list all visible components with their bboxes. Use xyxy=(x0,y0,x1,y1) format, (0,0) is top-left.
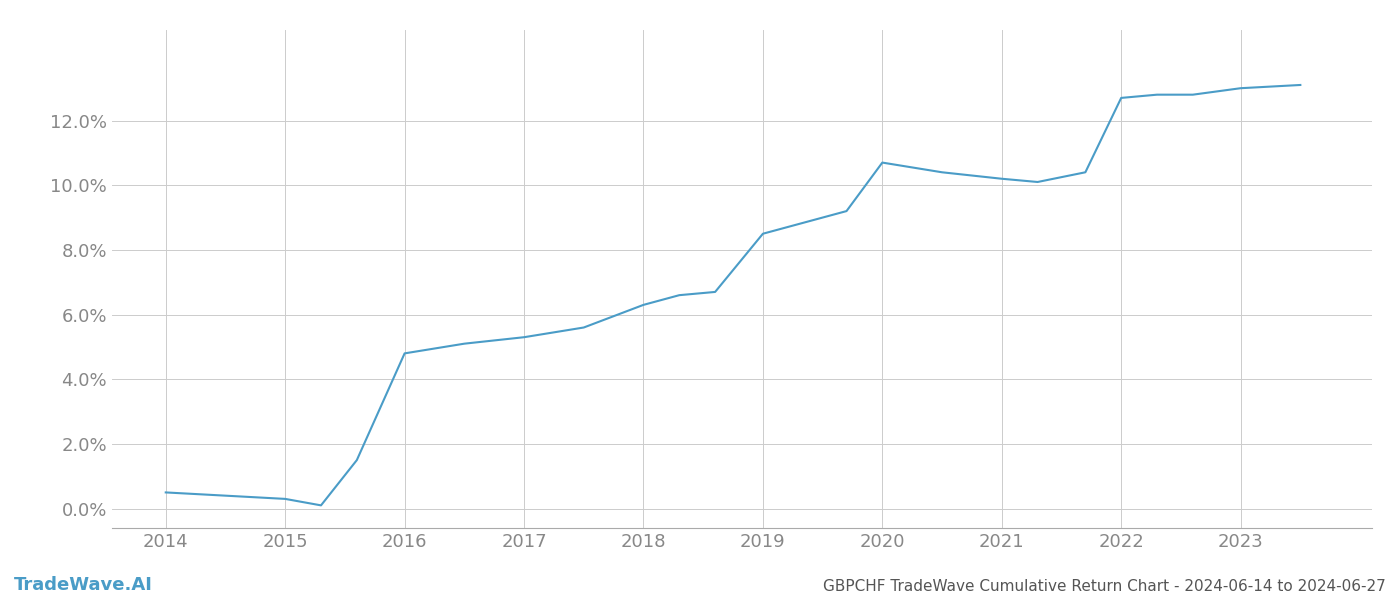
Text: TradeWave.AI: TradeWave.AI xyxy=(14,576,153,594)
Text: GBPCHF TradeWave Cumulative Return Chart - 2024-06-14 to 2024-06-27: GBPCHF TradeWave Cumulative Return Chart… xyxy=(823,579,1386,594)
